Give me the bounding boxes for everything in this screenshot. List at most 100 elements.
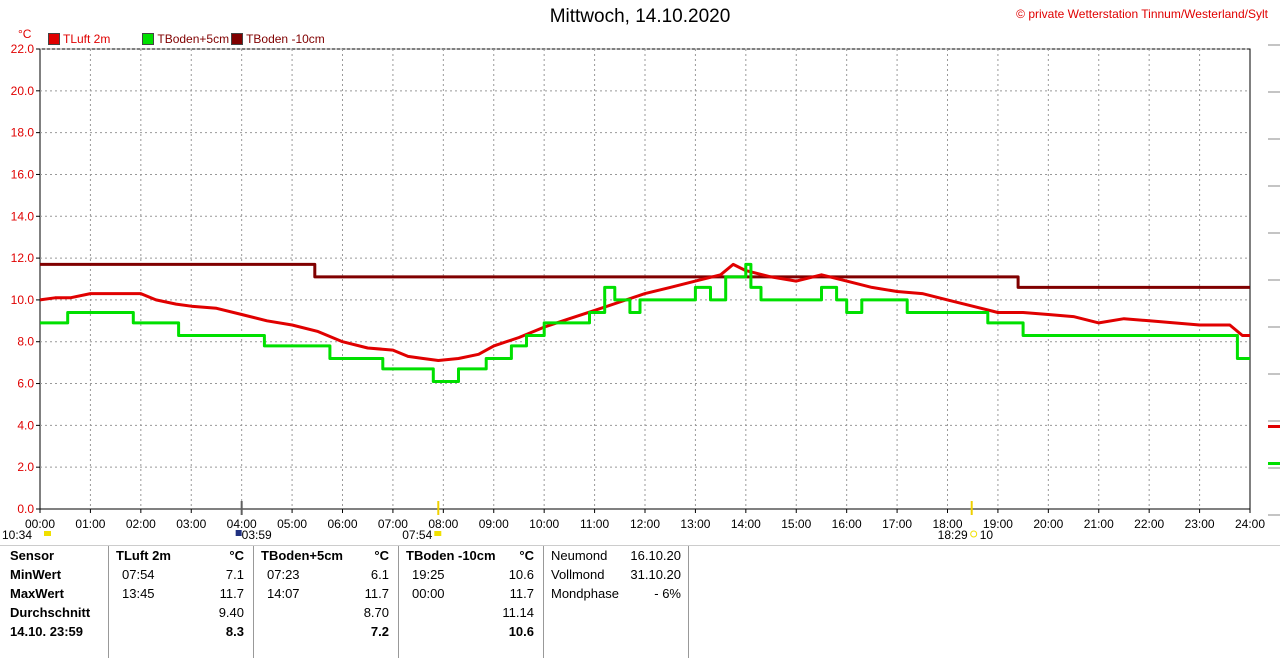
x-tick-label: 07:00 [378,517,408,531]
x-tick-label: 13:00 [680,517,710,531]
full-moon-date: 31.10.20 [630,567,681,582]
new-moon-row: Neumond 16.10.20 [551,546,681,565]
max-value: 11.7 [219,586,244,601]
copyright-text: private Wetterstation Tinnum/Westerland/… [1028,7,1268,21]
legend-label-tluft: TLuft 2m [63,32,111,46]
x-tick-label: 01:00 [75,517,105,531]
chart-title: Mittwoch, 14.10.2020 [549,6,731,27]
row-label-current: 14.10. 23:59 [10,624,84,639]
column-header-label: TBoden -10cm [406,548,496,563]
right-edge-marker-green [1268,462,1280,465]
table-column-tboden5: TBoden+5cm °C 07:23 6.1 14:07 11.7 8.70 7.2 [261,546,389,641]
table-divider [543,546,544,658]
full-moon-row: Vollmond 31.10.20 [551,565,681,584]
x-tick-label: 19:00 [983,517,1013,531]
table-sensor-column: Sensor MinWert MaxWert Durchschnitt 14.1… [10,546,105,641]
column-header-label: TBoden+5cm [261,548,343,563]
moonset-time-label: 03:59 [242,528,272,542]
max-time: 14:07 [267,586,300,601]
moon-phase-row: Mondphase - 6% [551,584,681,603]
current-value: 7.2 [370,624,389,639]
x-tick-label: 11:00 [580,517,609,531]
min-row: 07:54 7.1 [116,565,244,584]
column-header: TLuft 2m °C [116,546,244,565]
sunset-icon [970,530,978,538]
max-value: 11.7 [509,586,534,601]
x-tick-label: 10:00 [529,517,559,531]
x-tick-label: 23:00 [1185,517,1215,531]
series-line-tboden-10cm [40,262,1250,289]
x-tick-label: 00:00 [25,517,55,531]
x-tick-label: 03:00 [176,517,206,531]
y-tick-label: 14.0 [11,209,35,223]
new-moon-label: Neumond [551,548,608,563]
moonrise-time-label: 10:34 [2,528,32,542]
row-label-avg: Durchschnitt [10,605,91,620]
row-label-max: MaxWert [10,586,64,601]
y-unit-label: °C [18,27,32,41]
x-tick-label: 24:00 [1235,517,1265,531]
table-divider [253,546,254,658]
sunset-extra-label: 10 [980,528,994,542]
avg-row: 9.40 [116,603,244,622]
current-value: 8.3 [225,624,244,639]
x-tick-label: 21:00 [1084,517,1114,531]
series-line-tluft-2m [39,262,1250,362]
table-column-tluft: TLuft 2m °C 07:54 7.1 13:45 11.7 9.40 8.3 [116,546,244,641]
column-header-label: TLuft 2m [116,548,171,563]
x-tick-label: 12:00 [630,517,660,531]
x-tick-label: 02:00 [126,517,156,531]
x-tick-label: 05:00 [277,517,307,531]
max-value: 11.7 [364,586,389,601]
avg-row: 8.70 [261,603,389,622]
x-tick-label: 15:00 [781,517,811,531]
current-row: 8.3 [116,622,244,641]
moonset-icon [235,530,242,536]
table-column-tboden10: TBoden -10cm °C 19:25 10.6 00:00 11.7 11.14… [406,546,534,641]
column-unit: °C [519,548,534,563]
table-column-moon: Neumond 16.10.20 Vollmond 31.10.20 Mondpha… [551,546,681,603]
min-time: 07:23 [267,567,300,582]
min-time: 07:54 [122,567,155,582]
legend-label-tboden10: TBoden -10cm [246,32,325,46]
temperature-chart: 0.0 2.0 4.0 6.0 8.0 10.0 12.0 14.0 16.0 18.0 20.0 2… [2,27,1280,542]
column-unit: °C [374,548,389,563]
x-tick-label: 16:00 [832,517,862,531]
legend-item-tluft: TLuft 2m [48,32,110,46]
max-row: 00:00 11.7 [406,584,534,603]
y-tick-label: 6.0 [17,377,34,391]
x-tick-label: 08:00 [428,517,458,531]
copyright-symbol: © [1016,7,1025,21]
legend-item-tboden10: TBoden -10cm [231,32,325,46]
copyright-note: © private Wetterstation Tinnum/Westerlan… [1016,7,1268,21]
x-tick-label: 09:00 [479,517,509,531]
x-tick-label: 20:00 [1033,517,1063,531]
x-tick-label: 06:00 [327,517,357,531]
max-row: 14:07 11.7 [261,584,389,603]
min-value: 7.1 [225,567,244,582]
min-row: 19:25 10.6 [406,565,534,584]
x-tick-label: 18:00 [932,517,962,531]
max-time: 13:45 [122,586,155,601]
y-tick-label: 8.0 [17,335,34,349]
y-tick-label: 18.0 [11,126,35,140]
y-tick-label: 2.0 [17,460,34,474]
y-tick-label: 4.0 [17,418,34,432]
x-tick-label: 04:00 [227,517,257,531]
sensor-header: Sensor [10,548,55,563]
sunset-time-label: 18:29 [938,528,968,542]
sunrise-time-label: 07:54 [402,528,432,542]
right-edge-marker-red [1268,425,1280,428]
max-time: 00:00 [412,586,445,601]
min-value: 10.6 [508,567,534,582]
legend: TLuft 2m TBoden+5cm TBoden -10cm [48,32,327,46]
table-divider [688,546,689,658]
y-tick-label: 0.0 [17,502,34,516]
column-header: TBoden -10cm °C [406,546,534,565]
min-time: 19:25 [412,567,445,582]
legend-item-tboden5: TBoden+5cm [142,32,229,46]
y-tick-label: 10.0 [11,293,35,307]
column-header: TBoden+5cm °C [261,546,389,565]
x-tick-label: 14:00 [731,517,761,531]
moon-phase-label: Mondphase [551,586,619,601]
